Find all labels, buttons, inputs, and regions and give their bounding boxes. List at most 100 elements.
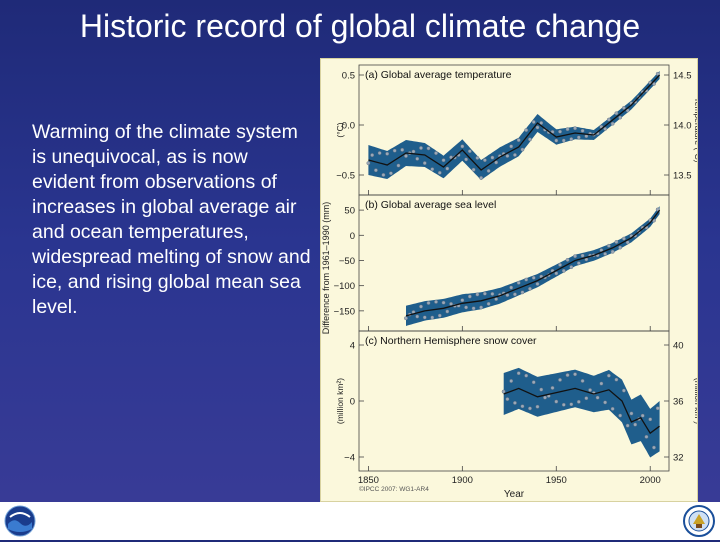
data-point	[467, 149, 472, 154]
data-point	[411, 149, 416, 154]
data-point	[490, 292, 495, 296]
data-point	[644, 434, 649, 439]
data-point	[460, 144, 465, 149]
data-point	[520, 147, 525, 152]
data-point	[475, 292, 480, 297]
data-point	[569, 137, 574, 141]
data-point	[430, 315, 435, 320]
y-tick-label: 0	[350, 397, 355, 408]
data-point	[528, 137, 532, 142]
data-point	[437, 170, 442, 175]
data-point	[573, 126, 577, 131]
data-point	[449, 155, 453, 160]
data-point	[486, 169, 491, 173]
data-point	[520, 290, 525, 295]
data-point	[588, 388, 592, 392]
data-point	[652, 81, 656, 86]
data-point	[655, 71, 660, 76]
data-point	[640, 413, 645, 418]
data-point	[539, 121, 544, 125]
data-point	[622, 106, 626, 110]
uncertainty-band	[368, 71, 660, 180]
data-point	[479, 175, 484, 180]
data-point	[622, 388, 626, 393]
data-point	[415, 156, 420, 161]
data-point	[561, 138, 566, 143]
data-point	[381, 173, 386, 177]
x-tick-label: 1850	[358, 475, 379, 486]
data-point	[554, 271, 559, 276]
y-tick-label: −4	[344, 453, 355, 464]
data-point	[374, 168, 378, 173]
data-point	[543, 395, 547, 400]
data-point	[426, 301, 431, 305]
data-point	[618, 245, 623, 250]
data-point	[603, 252, 608, 256]
y-axis-label: (°C)	[335, 122, 345, 137]
y-right-axis-label: Temperature (°C)	[693, 97, 697, 162]
data-point	[396, 163, 401, 168]
data-point	[524, 128, 529, 132]
data-point	[516, 371, 521, 376]
data-point	[535, 125, 540, 130]
data-point	[449, 301, 453, 306]
noaa-logo-icon	[4, 505, 36, 537]
data-point	[520, 404, 525, 409]
data-point	[603, 400, 608, 405]
x-tick-label: 1900	[452, 475, 473, 486]
x-axis-label: Year	[504, 489, 525, 500]
data-point	[595, 395, 600, 400]
data-point	[437, 313, 442, 318]
data-point	[434, 151, 438, 156]
data-point	[490, 155, 495, 160]
data-point	[569, 265, 574, 269]
data-point	[509, 285, 514, 290]
data-point	[576, 261, 581, 266]
y-right-tick-label: 36	[673, 397, 684, 408]
data-point	[606, 243, 611, 248]
data-point	[415, 314, 420, 319]
data-point	[471, 306, 476, 311]
data-point	[528, 406, 532, 411]
climate-chart: (a) Global average temperature 0.5 0.0 −0.5…	[321, 64, 697, 500]
data-point	[505, 293, 510, 298]
slide-title: Historic record of global climate change	[79, 8, 641, 44]
series-line	[405, 209, 661, 317]
series-line	[368, 74, 661, 171]
data-point	[464, 305, 468, 310]
data-point	[539, 387, 544, 392]
data-point	[377, 151, 382, 155]
data-point	[606, 117, 611, 122]
data-point	[422, 315, 427, 320]
data-point	[573, 372, 577, 377]
department-of-commerce-seal	[683, 505, 715, 537]
data-point	[501, 389, 506, 394]
data-point	[531, 380, 536, 385]
data-point	[513, 401, 517, 405]
data-point	[419, 146, 423, 150]
data-point	[618, 115, 623, 120]
data-point	[509, 379, 514, 383]
data-point	[599, 381, 604, 386]
data-point	[629, 411, 634, 416]
data-point	[524, 373, 529, 378]
data-point	[622, 236, 626, 241]
data-point	[445, 166, 450, 171]
y-right-tick-label: 32	[673, 453, 684, 464]
y-right-tick-label: 40	[673, 341, 684, 352]
data-point	[554, 399, 559, 404]
data-point	[516, 280, 521, 285]
data-point	[580, 128, 585, 133]
y-tick-label: −50	[339, 256, 355, 267]
data-point	[441, 300, 446, 305]
data-point	[565, 373, 570, 378]
data-point	[505, 154, 510, 158]
data-point	[404, 316, 408, 321]
data-point	[655, 207, 660, 212]
data-point	[419, 304, 423, 309]
data-point	[614, 240, 619, 244]
data-point	[610, 406, 615, 411]
data-point	[565, 258, 570, 262]
data-point	[475, 156, 480, 160]
data-point	[558, 262, 562, 267]
